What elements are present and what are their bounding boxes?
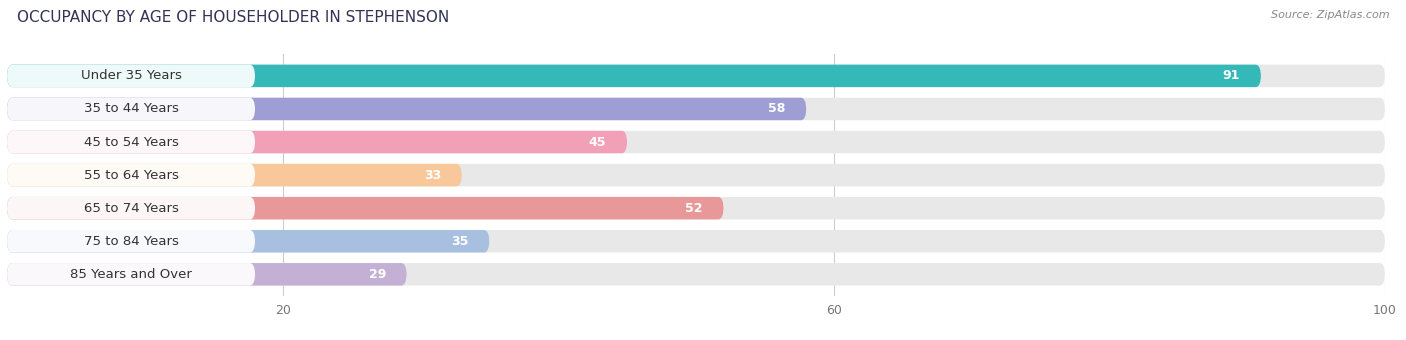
Text: Under 35 Years: Under 35 Years xyxy=(80,69,181,82)
Text: 91: 91 xyxy=(1223,69,1240,82)
FancyBboxPatch shape xyxy=(7,131,254,153)
FancyBboxPatch shape xyxy=(7,65,1261,87)
Text: 65 to 74 Years: 65 to 74 Years xyxy=(83,202,179,215)
Text: 29: 29 xyxy=(368,268,387,281)
FancyBboxPatch shape xyxy=(7,197,1385,219)
FancyBboxPatch shape xyxy=(7,131,1385,153)
FancyBboxPatch shape xyxy=(7,263,254,286)
FancyBboxPatch shape xyxy=(7,197,254,219)
Text: 58: 58 xyxy=(768,102,786,116)
Text: 35: 35 xyxy=(451,235,468,248)
FancyBboxPatch shape xyxy=(7,230,254,253)
FancyBboxPatch shape xyxy=(7,98,806,120)
FancyBboxPatch shape xyxy=(7,263,406,286)
FancyBboxPatch shape xyxy=(7,131,627,153)
Text: Source: ZipAtlas.com: Source: ZipAtlas.com xyxy=(1271,10,1389,20)
FancyBboxPatch shape xyxy=(7,230,1385,253)
FancyBboxPatch shape xyxy=(7,98,254,120)
Text: 33: 33 xyxy=(423,169,441,182)
Text: 52: 52 xyxy=(685,202,703,215)
Text: 35 to 44 Years: 35 to 44 Years xyxy=(83,102,179,116)
FancyBboxPatch shape xyxy=(7,197,724,219)
Text: 85 Years and Over: 85 Years and Over xyxy=(70,268,193,281)
FancyBboxPatch shape xyxy=(7,164,1385,186)
FancyBboxPatch shape xyxy=(7,65,254,87)
Text: 75 to 84 Years: 75 to 84 Years xyxy=(83,235,179,248)
FancyBboxPatch shape xyxy=(7,230,489,253)
FancyBboxPatch shape xyxy=(7,164,254,186)
Text: 55 to 64 Years: 55 to 64 Years xyxy=(83,169,179,182)
Text: OCCUPANCY BY AGE OF HOUSEHOLDER IN STEPHENSON: OCCUPANCY BY AGE OF HOUSEHOLDER IN STEPH… xyxy=(17,10,449,25)
FancyBboxPatch shape xyxy=(7,65,1385,87)
FancyBboxPatch shape xyxy=(7,164,461,186)
Text: 45: 45 xyxy=(589,136,606,149)
FancyBboxPatch shape xyxy=(7,263,1385,286)
Text: 45 to 54 Years: 45 to 54 Years xyxy=(83,136,179,149)
FancyBboxPatch shape xyxy=(7,98,1385,120)
